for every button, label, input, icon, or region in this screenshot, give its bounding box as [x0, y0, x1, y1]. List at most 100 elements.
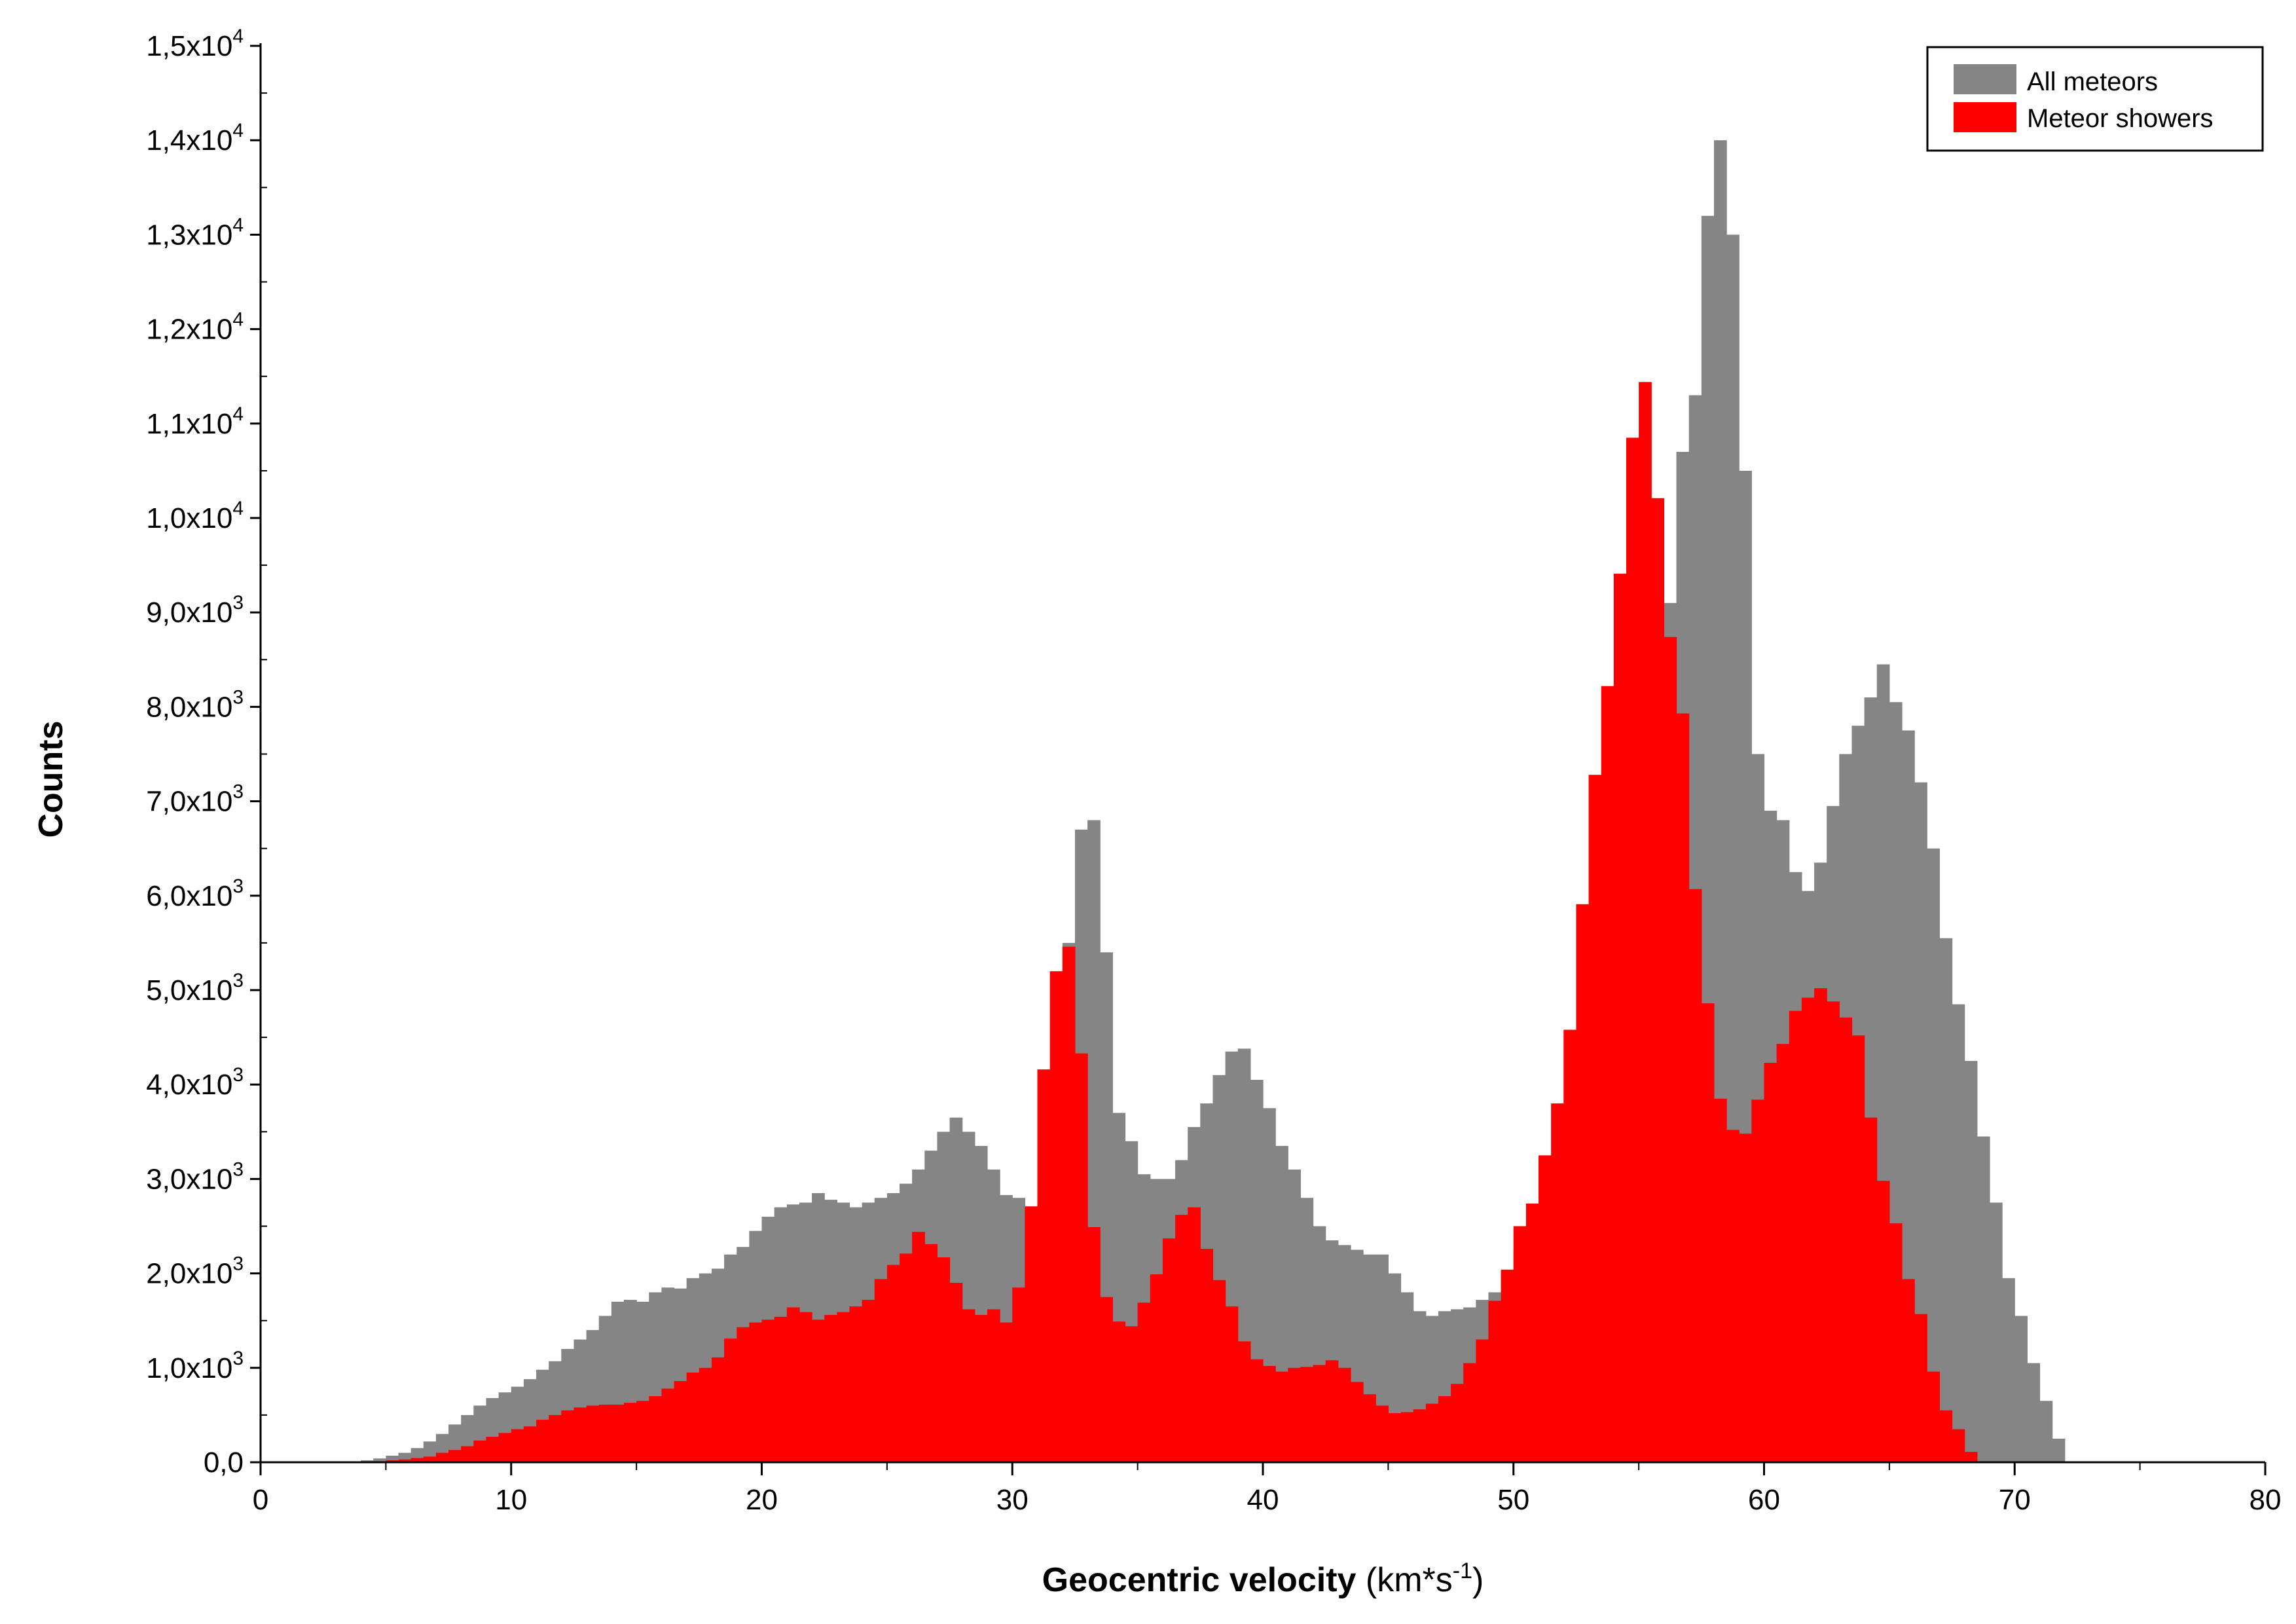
histogram-bar: [1977, 1136, 1990, 1462]
histogram-bar: [1112, 1321, 1126, 1462]
histogram-bar: [1000, 1322, 1013, 1462]
y-tick-mantissa: 4,0x10: [146, 1069, 232, 1101]
histogram-bar: [1701, 1003, 1715, 1462]
histogram-bar: [1839, 1017, 1853, 1462]
histogram-bar: [1488, 1301, 1502, 1462]
histogram-bar: [974, 1315, 988, 1462]
histogram-bar: [2002, 1278, 2015, 1462]
y-tick-exponent: 4: [232, 26, 244, 47]
histogram-bar: [373, 1458, 386, 1462]
y-tick-exponent: 3: [232, 1253, 244, 1275]
histogram-bar: [1300, 1367, 1314, 1462]
histogram-bar: [398, 1459, 412, 1462]
y-tick-exponent: 4: [232, 403, 244, 425]
histogram-bar: [949, 1283, 963, 1462]
y-tick-label: 5,0x103: [146, 970, 244, 1006]
y-tick-exponent: 4: [232, 120, 244, 141]
histogram-bar: [1150, 1274, 1163, 1462]
histogram-bar: [774, 1316, 788, 1462]
x-tick-label: 40: [1247, 1484, 1279, 1516]
x-axis-title: Geocentric velocity (km*s-1): [1042, 1559, 1484, 1599]
histogram-bar: [1939, 938, 1953, 1462]
histogram-bar: [1651, 498, 1664, 1462]
y-tick-label: 0,0: [204, 1447, 244, 1479]
histogram-bar: [1363, 1394, 1376, 1462]
histogram-bar: [649, 1396, 662, 1462]
x-axis-title-unit-close: ): [1472, 1561, 1484, 1599]
y-tick-label: 8,0x103: [146, 686, 244, 723]
histogram-bar: [586, 1405, 600, 1462]
histogram-bar: [686, 1373, 700, 1462]
histogram-bar: [1864, 1117, 1878, 1462]
legend-label-meteor-showers: Meteor showers: [2027, 104, 2214, 133]
histogram-bar: [1964, 1061, 1978, 1462]
y-tick-mantissa: 0,0: [204, 1447, 244, 1479]
histogram-bar: [1288, 1367, 1302, 1462]
histogram-bar: [1237, 1341, 1251, 1462]
histogram-bar: [1613, 574, 1627, 1462]
y-tick-mantissa: 8,0x10: [146, 691, 232, 723]
histogram-bar: [1501, 1269, 1514, 1462]
histogram-bar: [1914, 782, 1927, 1462]
histogram-bar: [2039, 1401, 2053, 1462]
histogram-bar: [1087, 1227, 1101, 1462]
histogram-bar: [1125, 1326, 1139, 1462]
y-tick-label: 3,0x103: [146, 1158, 244, 1195]
y-tick-mantissa: 2,0x10: [146, 1258, 232, 1290]
histogram-bar: [1889, 1223, 1903, 1462]
histogram-bar: [1188, 1207, 1201, 1462]
y-tick-exponent: 3: [232, 781, 244, 803]
histogram-bar: [1263, 1365, 1276, 1462]
x-tick-label: 0: [253, 1484, 268, 1516]
histogram-bar: [749, 1322, 763, 1462]
histogram-bar: [1927, 848, 1941, 1462]
histogram-bar: [812, 1320, 825, 1462]
histogram-bar: [1902, 1279, 1915, 1462]
y-tick-label: 7,0x103: [146, 781, 244, 818]
histogram-bar: [611, 1405, 625, 1462]
histogram-bar: [1952, 1429, 1965, 1462]
y-tick-mantissa: 1,3x10: [146, 219, 232, 251]
histogram-bar: [1175, 1215, 1188, 1462]
y-tick-exponent: 3: [232, 1064, 244, 1086]
y-tick-mantissa: 1,5x10: [146, 30, 232, 62]
histogram-bar: [849, 1306, 863, 1462]
histogram-bar: [1563, 1029, 1577, 1462]
y-tick-mantissa: 1,0x10: [146, 1352, 232, 1384]
y-tick-label: 1,3x104: [146, 214, 244, 251]
histogram-bar: [1376, 1405, 1389, 1462]
histogram-bar: [737, 1327, 750, 1462]
histogram-bar: [1551, 1103, 1564, 1462]
y-tick-exponent: 4: [232, 498, 244, 519]
x-tick-label: 20: [746, 1484, 778, 1516]
histogram-bar: [435, 1452, 449, 1462]
histogram-bar: [498, 1433, 512, 1462]
histogram-bar: [824, 1315, 837, 1462]
histogram-bar: [1789, 1010, 1802, 1462]
histogram-bar: [1726, 1130, 1740, 1462]
histogram-bar: [1539, 1155, 1552, 1462]
histogram-bar: [1012, 1287, 1025, 1462]
histogram-bar: [1676, 713, 1690, 1462]
histogram-bar: [549, 1414, 562, 1462]
y-tick-label: 1,4x104: [146, 120, 244, 157]
legend-swatch-all-meteors: [1954, 64, 2016, 94]
tick-labels: 0,01,0x1032,0x1033,0x1034,0x1035,0x1036,…: [146, 26, 2281, 1516]
y-tick-label: 1,2x104: [146, 309, 244, 346]
histogram-bar: [1626, 437, 1639, 1463]
y-tick-label: 4,0x103: [146, 1064, 244, 1101]
y-tick-exponent: 3: [232, 1158, 244, 1180]
y-tick-exponent: 4: [232, 309, 244, 331]
histogram-bar: [423, 1456, 437, 1462]
histogram-bar: [1037, 1069, 1051, 1462]
histogram-bar: [1425, 1403, 1439, 1462]
y-tick-label: 9,0x103: [146, 592, 244, 629]
histogram-bar: [448, 1450, 462, 1462]
histogram-bar: [1914, 1314, 1927, 1462]
histogram-bar: [1049, 971, 1063, 1462]
histogram-bar: [1476, 1339, 1489, 1462]
histogram-bar: [1250, 1359, 1264, 1462]
histogram-bar: [1851, 1035, 1865, 1462]
x-tick-label: 50: [1497, 1484, 1529, 1516]
